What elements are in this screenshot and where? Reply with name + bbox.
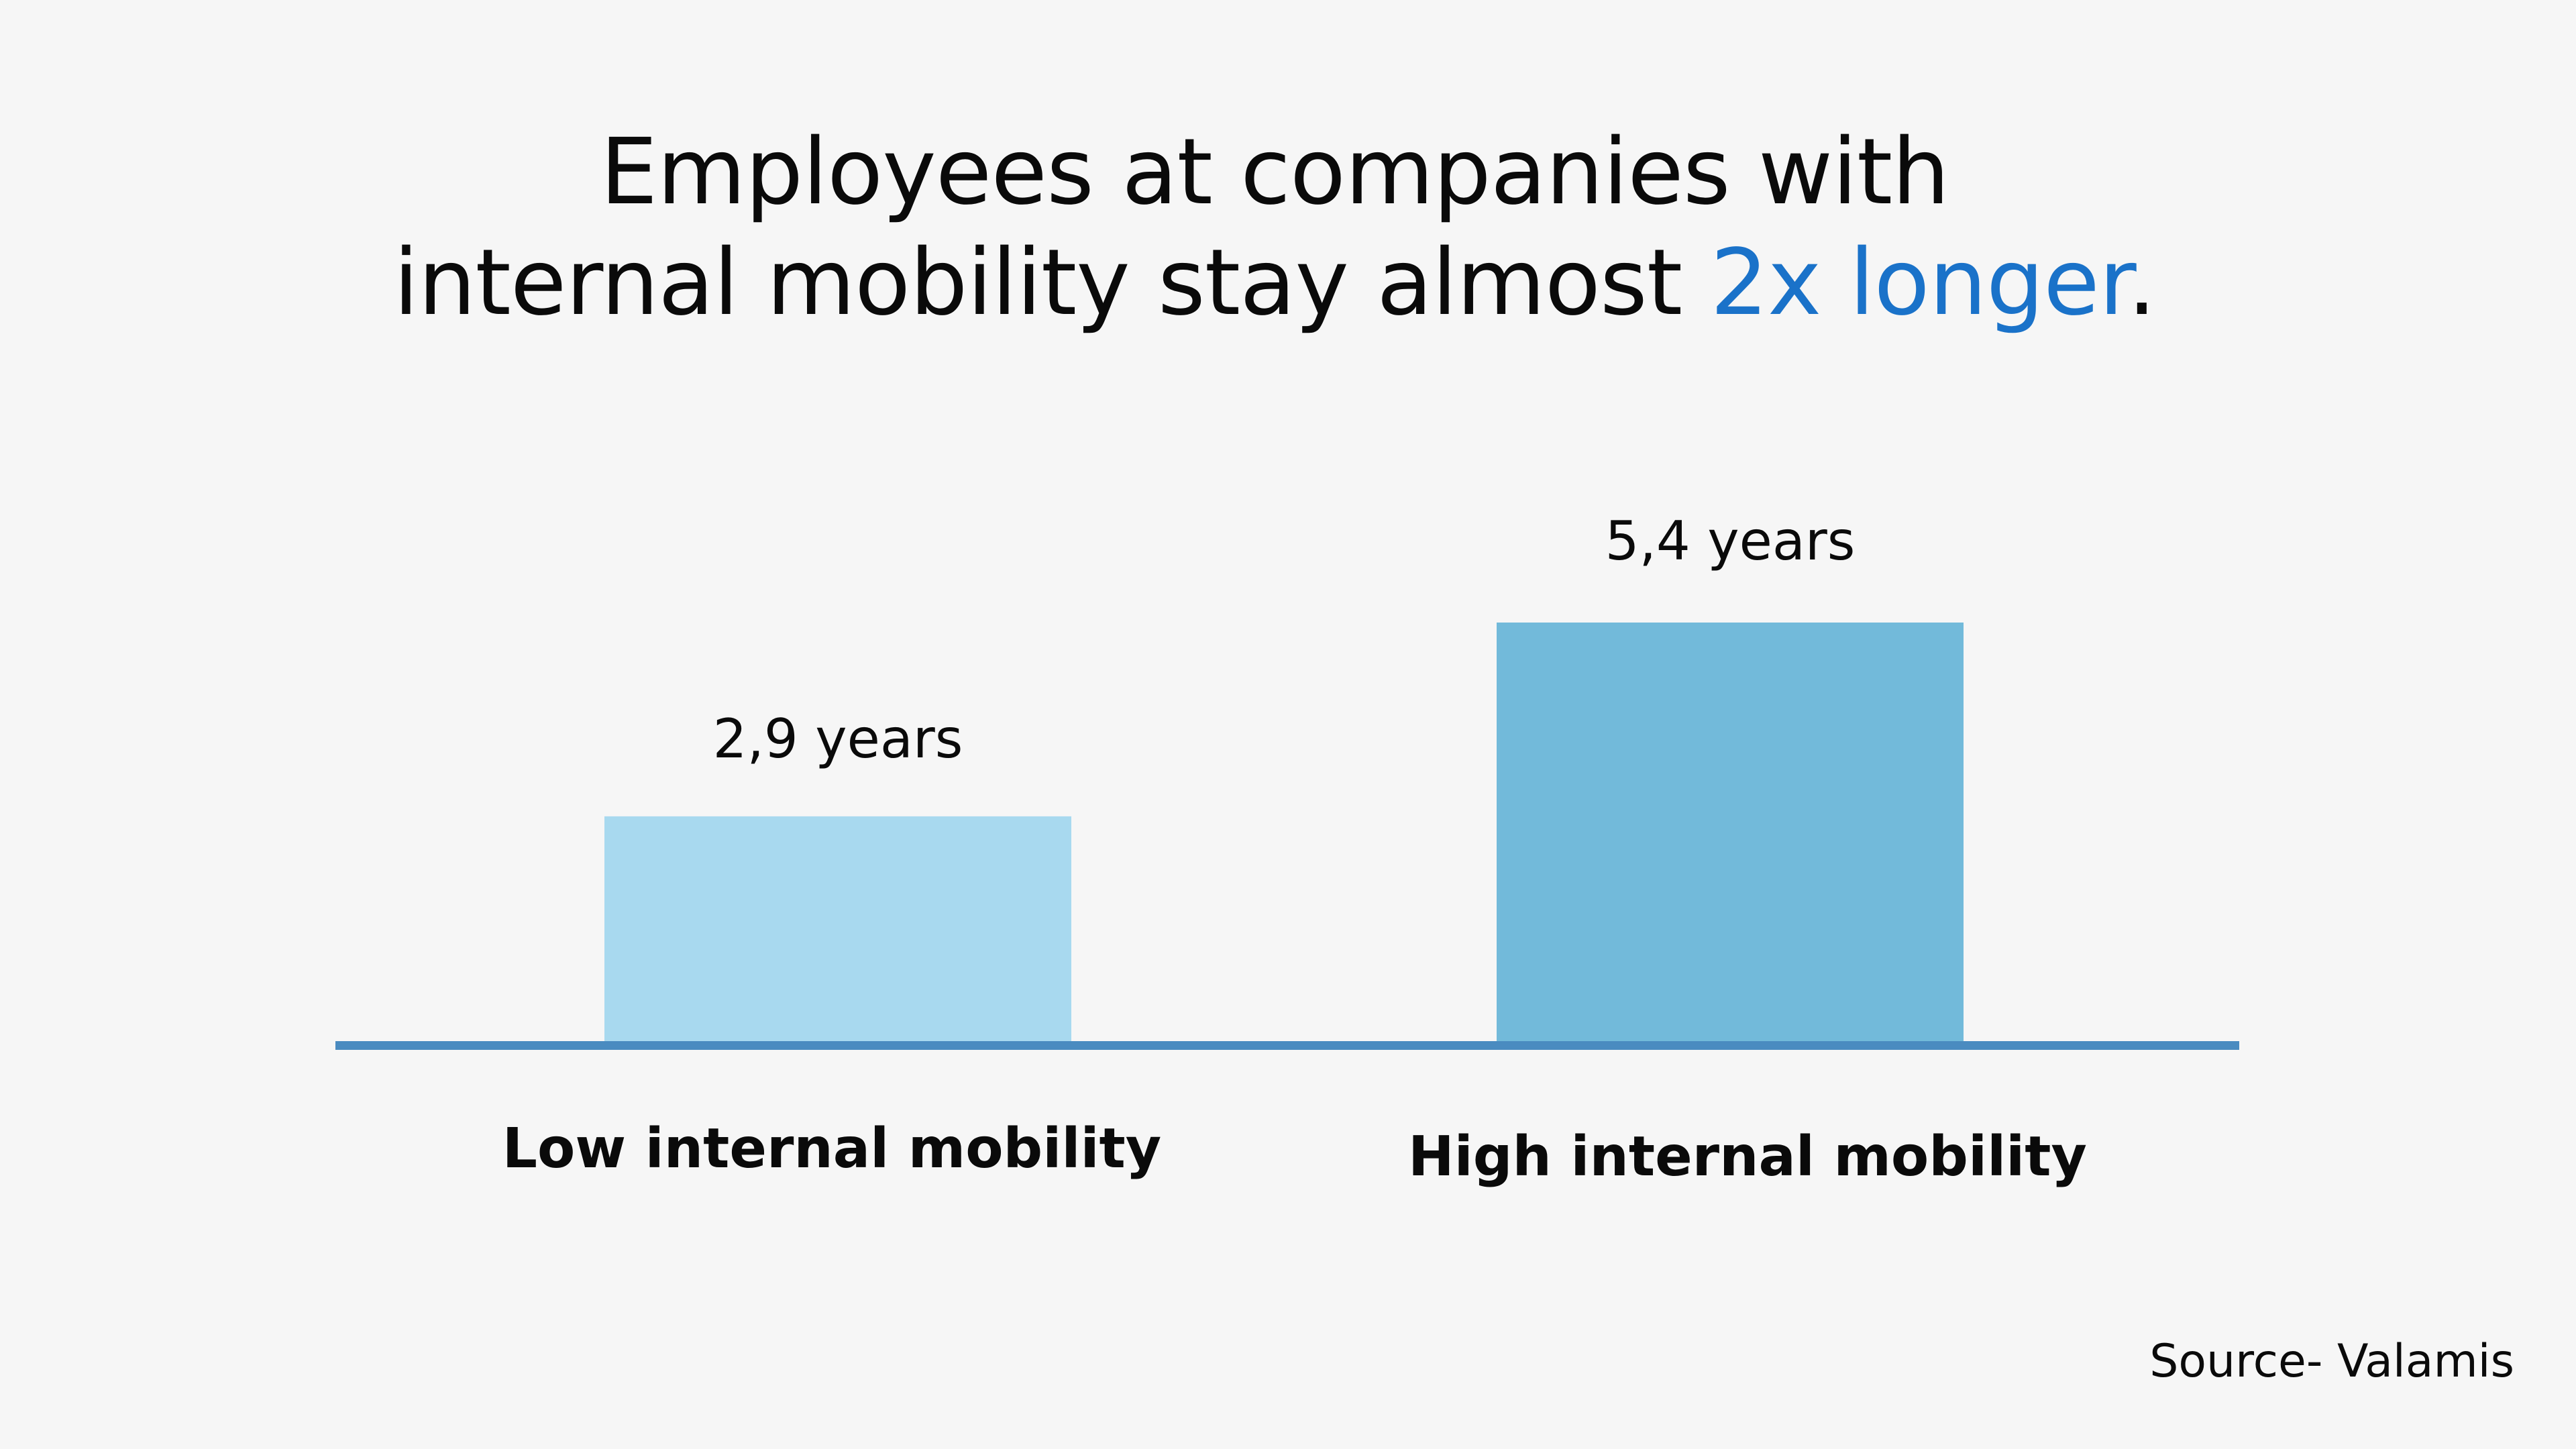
title-line-2: internal mobility stay almost 2x longer. [0,228,2549,339]
value-label-high: 5,4 years [1605,510,1856,572]
category-label-low: Low internal mobility [502,1117,1162,1181]
value-label-low: 2,9 years [712,708,963,770]
title-highlight: 2x longer [1710,230,2128,336]
x-axis-line [335,1041,2239,1050]
title-line-1: Employees at companies with [600,119,1950,225]
bar-high [1497,623,1964,1041]
title-line-2-text: internal mobility stay almost [393,230,1711,336]
chart-title: Employees at companies with internal mob… [0,117,2549,339]
category-label-high: High internal mobility [1408,1125,2087,1189]
bar-low [604,816,1071,1041]
title-period: . [2127,230,2156,336]
source-note: Source- Valamis [2149,1335,2514,1388]
